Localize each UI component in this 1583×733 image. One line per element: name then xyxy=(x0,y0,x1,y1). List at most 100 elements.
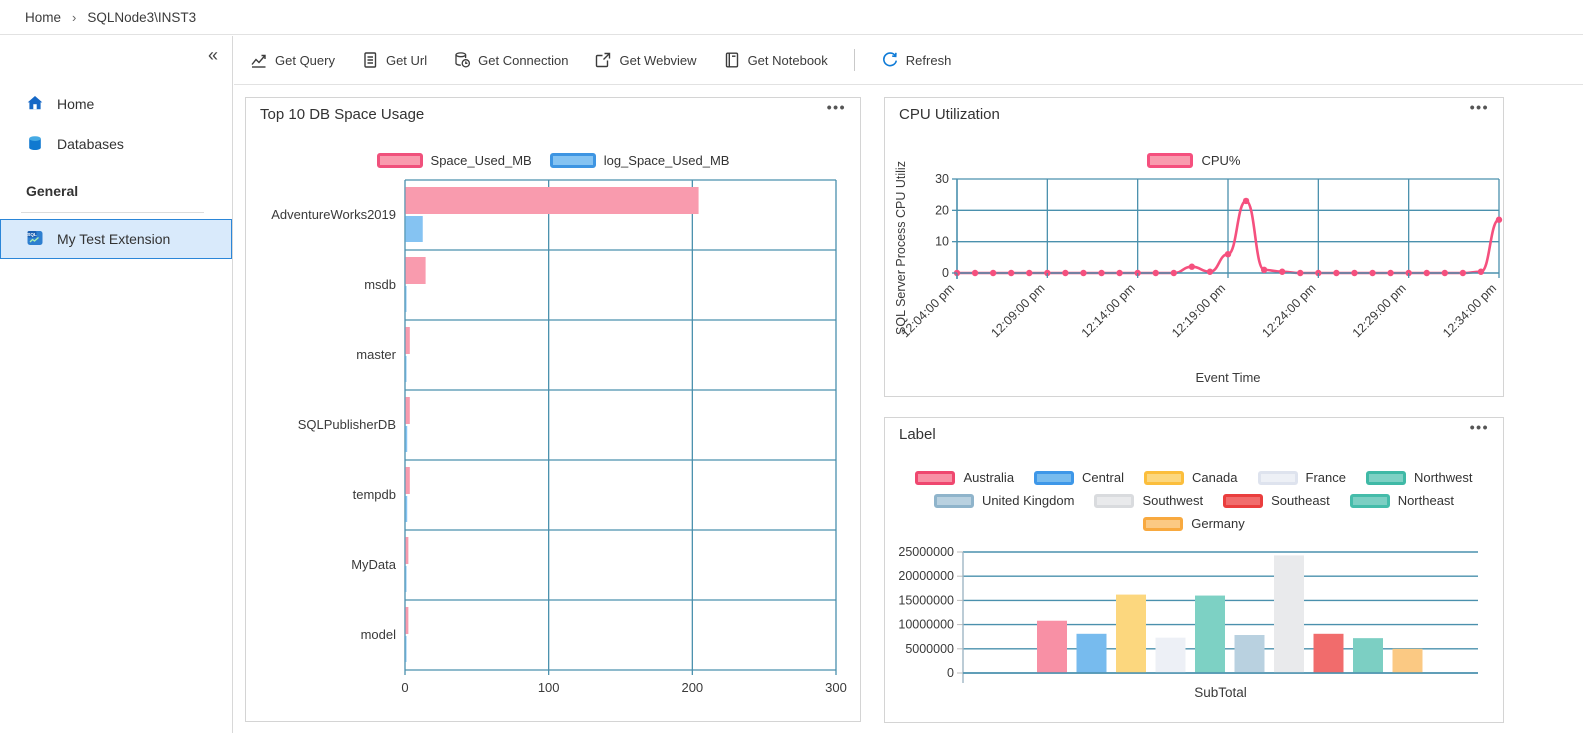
svg-text:300: 300 xyxy=(825,680,847,695)
svg-text:msdb: msdb xyxy=(364,277,396,292)
sidebar-item-my-test-extension[interactable]: SQL My Test Extension xyxy=(0,219,232,259)
legend-item: Australia xyxy=(915,470,1014,485)
legend-row: United Kingdom Southwest Southeast Northeas… xyxy=(933,493,1454,508)
notebook-icon xyxy=(723,51,741,69)
svg-text:SQL: SQL xyxy=(27,232,37,237)
legend-swatch xyxy=(1094,493,1135,508)
legend-item: CPU% xyxy=(1147,153,1241,168)
legend-swatch xyxy=(1147,153,1194,168)
widget-cpu-utilization: CPU Utilization ••• CPU% 0 10 20 30 12:04:00… xyxy=(884,97,1504,397)
legend-label: log_Space_Used_MB xyxy=(603,153,730,168)
svg-text:30: 30 xyxy=(935,172,949,186)
db-space-legend: Space_Used_MB log_Space_Used_MB xyxy=(246,153,860,168)
svg-text:100: 100 xyxy=(538,680,560,695)
svg-text:0: 0 xyxy=(947,666,954,680)
svg-text:10: 10 xyxy=(935,235,949,249)
database-icon xyxy=(26,134,44,155)
svg-text:0: 0 xyxy=(401,680,408,695)
breadcrumb-separator-icon: › xyxy=(72,9,77,25)
widget-menu-button[interactable]: ••• xyxy=(826,99,846,115)
svg-text:25000000: 25000000 xyxy=(898,545,954,559)
get-webview-button[interactable]: Get Webview xyxy=(594,51,697,69)
legend-swatch xyxy=(1143,516,1184,531)
svg-text:model: model xyxy=(361,627,397,642)
legend-label: CPU% xyxy=(1201,153,1241,168)
cpu-chart: 0 10 20 30 12:04:00 pm 12:09:00 pm 12:14:00 pm… xyxy=(894,161,1503,385)
widget-menu-button[interactable]: ••• xyxy=(1469,419,1489,435)
svg-text:tempdb: tempdb xyxy=(353,487,396,502)
svg-text:SubTotal: SubTotal xyxy=(1194,685,1247,700)
svg-text:12:09:00 pm: 12:09:00 pm xyxy=(988,281,1047,340)
svg-text:12:04:00 pm: 12:04:00 pm xyxy=(898,281,957,340)
legend-item: Northeast xyxy=(1349,493,1454,508)
legend-swatch xyxy=(1223,493,1264,508)
legend-label: Australia xyxy=(963,470,1015,485)
toolbar-button-label: Get Notebook xyxy=(747,52,828,68)
line-chart-icon xyxy=(250,51,268,69)
toolbar-button-label: Get Connection xyxy=(478,52,569,68)
legend-swatch xyxy=(933,493,974,508)
sidebar: « Home Databases General xyxy=(0,36,233,733)
legend-item: France xyxy=(1257,470,1346,485)
svg-text:12:19:00 pm: 12:19:00 pm xyxy=(1169,281,1228,340)
legend-swatch xyxy=(1034,470,1075,485)
svg-text:12:14:00 pm: 12:14:00 pm xyxy=(1079,281,1138,340)
breadcrumb: Home › SQLNode3\INST3 xyxy=(0,0,1583,35)
legend-swatch xyxy=(376,153,423,168)
get-query-button[interactable]: Get Query xyxy=(250,51,335,69)
legend-item: Central xyxy=(1034,470,1124,485)
widget-label: Label ••• Australia Central Canada France No… xyxy=(884,417,1504,723)
toolbar-button-label: Refresh xyxy=(905,52,952,68)
svg-text:Event Time: Event Time xyxy=(1195,370,1260,385)
external-window-icon xyxy=(594,51,612,69)
subtotal-chart: 0 5000000 10000000 15000000 20000000 25000000… xyxy=(898,545,1478,700)
toolbar-button-label: Get Webview xyxy=(619,52,697,68)
svg-text:15000000: 15000000 xyxy=(898,593,954,607)
sidebar-section-general: General xyxy=(26,183,79,199)
get-connection-button[interactable]: Get Connection xyxy=(453,51,568,69)
db-space-chart: 0 100 200 300 AdventureWorks2019 msdb master SQ… xyxy=(271,179,847,695)
label-legend: Australia Central Canada France Northwest Uni… xyxy=(885,470,1503,531)
svg-text:12:24:00 pm: 12:24:00 pm xyxy=(1259,281,1318,340)
collapse-sidebar-icon[interactable]: « xyxy=(207,45,218,65)
svg-text:AdventureWorks2019: AdventureWorks2019 xyxy=(271,207,396,222)
legend-item: United Kingdom xyxy=(933,493,1074,508)
get-notebook-button[interactable]: Get Notebook xyxy=(723,51,828,69)
legend-item: Southwest xyxy=(1094,493,1203,508)
svg-text:200: 200 xyxy=(681,680,703,695)
legend-label: Central xyxy=(1082,470,1124,485)
cpu-legend: CPU% xyxy=(885,153,1503,168)
document-icon xyxy=(361,51,379,69)
widget-title: Top 10 DB Space Usage xyxy=(260,106,425,123)
breadcrumb-item-current[interactable]: SQLNode3\INST3 xyxy=(87,9,197,25)
legend-item: log_Space_Used_MB xyxy=(549,153,730,168)
section-divider xyxy=(21,212,204,213)
svg-text:5000000: 5000000 xyxy=(905,642,954,656)
breadcrumb-item-home[interactable]: Home xyxy=(25,9,62,25)
widget-menu-button[interactable]: ••• xyxy=(1469,99,1489,115)
legend-label: Southeast xyxy=(1271,493,1330,508)
legend-swatch xyxy=(549,153,596,168)
get-url-button[interactable]: Get Url xyxy=(361,51,427,69)
legend-item: Germany xyxy=(1143,516,1245,531)
sidebar-item-home[interactable]: Home xyxy=(0,84,232,124)
svg-text:12:29:00 pm: 12:29:00 pm xyxy=(1350,281,1409,340)
legend-swatch xyxy=(1365,470,1406,485)
legend-label: France xyxy=(1305,470,1346,485)
toolbar-button-label: Get Url xyxy=(385,52,428,68)
svg-text:20: 20 xyxy=(935,203,949,217)
legend-label: Canada xyxy=(1191,470,1238,485)
svg-text:SQL Server Process CPU Utiliz: SQL Server Process CPU Utiliz xyxy=(894,161,908,335)
svg-text:SQLPublisherDB: SQLPublisherDB xyxy=(298,417,396,432)
refresh-button[interactable]: Refresh xyxy=(881,51,952,69)
svg-text:10000000: 10000000 xyxy=(898,618,954,632)
legend-item: Southeast xyxy=(1223,493,1330,508)
legend-swatch xyxy=(1257,470,1298,485)
dashboard-toolbar: Get Query Get Url Get Connection xyxy=(234,36,1583,85)
legend-label: Northwest xyxy=(1413,470,1473,485)
legend-swatch xyxy=(915,470,956,485)
sidebar-item-databases[interactable]: Databases xyxy=(0,124,232,164)
widget-title: CPU Utilization xyxy=(899,106,1000,123)
home-icon xyxy=(26,94,44,115)
legend-item: Space_Used_MB xyxy=(376,153,532,168)
